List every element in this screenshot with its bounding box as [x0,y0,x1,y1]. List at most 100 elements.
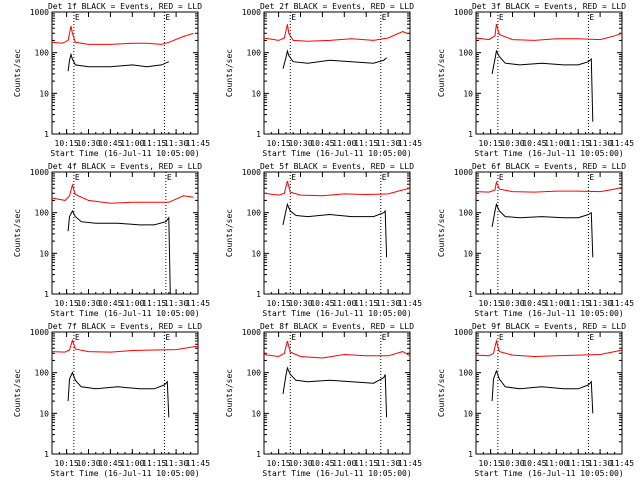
x-tick-label: 10:45 [522,139,546,148]
x-tick-label: 10:45 [98,459,122,468]
y-axis-label: Counts/sec [225,49,234,97]
x-axis-label: Start Time (16-Jul-11 10:05:00) [262,149,411,158]
x-tick-label: 11:45 [610,139,634,148]
series-line-lld [475,339,623,358]
x-tick-label: 11:15 [566,459,590,468]
x-tick-label: 11:30 [164,139,188,148]
event-marker-label: E [291,333,296,342]
x-tick-label: 10:30 [76,299,100,308]
event-marker-label: E [499,333,504,342]
x-tick-label: 10:30 [288,139,312,148]
series-line-events [491,369,594,414]
x-tick-label: 10:30 [76,139,100,148]
series-line-lld [51,338,199,353]
detector-panel-8: Det 8f BLACK = Events, RED = LLD 1 10 100 10… [225,322,422,478]
panel-title: Det 1f BLACK = Events, RED = LLD [48,2,202,11]
x-tick-label: 10:45 [310,299,334,308]
x-tick-label: 11:15 [354,299,378,308]
panel-title: Det 7f BLACK = Events, RED = LLD [48,322,202,331]
y-tick-label: 1 [44,130,49,139]
event-marker-label: E [291,173,296,182]
detector-panel-4: Det 4f BLACK = Events, RED = LLD 1 10 100 10… [13,162,210,318]
x-tick-label: 11:30 [588,139,612,148]
y-tick-label: 100 [459,369,474,378]
plot-frame [263,171,411,295]
series-line-events [67,371,170,418]
panel-title: Det 4f BLACK = Events, RED = LLD [48,162,202,171]
y-tick-label: 1 [468,450,473,459]
detector-panel-6: Det 6f BLACK = Events, RED = LLD 1 10 100 10… [437,162,634,318]
event-marker-label: E [589,13,594,22]
y-tick-label: 10 [39,89,49,98]
series-line-lld [475,24,623,41]
panel-title: Det 6f BLACK = Events, RED = LLD [472,162,626,171]
y-tick-label: 10 [39,409,49,418]
series-line-events [282,49,387,69]
y-tick-label: 100 [247,209,262,218]
panel-title: Det 5f BLACK = Events, RED = LLD [260,162,414,171]
x-tick-label: 10:15 [55,139,79,148]
y-tick-label: 10 [463,249,473,258]
x-tick-label: 10:15 [55,299,79,308]
y-tick-label: 1 [256,290,261,299]
x-axis-label: Start Time (16-Jul-11 10:05:00) [50,149,199,158]
event-marker-label: E [382,333,387,342]
detector-panel-3: Det 3f BLACK = Events, RED = LLD 1 10 100 10… [437,2,634,158]
y-tick-label: 1000 [30,168,49,177]
event-marker-label: E [382,13,387,22]
x-tick-label: 10:15 [267,299,291,308]
panel-title: Det 9f BLACK = Events, RED = LLD [472,322,626,331]
series-line-lld [475,180,623,193]
y-axis-label: Counts/sec [13,209,22,257]
series-line-events [491,49,594,122]
x-tick-label: 10:45 [98,299,122,308]
x-tick-label: 11:00 [544,139,568,148]
series-line-lld [51,183,194,204]
y-axis-label: Counts/sec [225,369,234,417]
y-tick-label: 1 [44,450,49,459]
x-tick-label: 11:45 [610,459,634,468]
detector-panel-7: Det 7f BLACK = Events, RED = LLD 1 10 100 10… [13,322,210,478]
y-tick-label: 1 [468,290,473,299]
x-axis-label: Start Time (16-Jul-11 10:05:00) [262,469,411,478]
event-marker-label: E [499,173,504,182]
x-tick-label: 11:00 [332,459,356,468]
detector-panel-5: Det 5f BLACK = Events, RED = LLD 1 10 100 10… [225,162,422,318]
x-tick-label: 11:15 [354,459,378,468]
x-tick-label: 11:30 [588,299,612,308]
y-tick-label: 1 [468,130,473,139]
series-line-lld [51,26,194,45]
x-tick-label: 10:30 [500,459,524,468]
event-marker-label: E [75,333,80,342]
x-tick-label: 10:15 [479,139,503,148]
x-tick-label: 10:30 [500,299,524,308]
y-tick-label: 1000 [30,328,49,337]
series-line-events [282,202,388,258]
event-marker-label: E [165,333,170,342]
y-tick-label: 1 [256,130,261,139]
x-tick-label: 10:30 [288,299,312,308]
x-tick-label: 11:00 [544,459,568,468]
x-tick-label: 11:00 [120,299,144,308]
y-axis-label: Counts/sec [437,209,446,257]
x-tick-label: 11:30 [164,299,188,308]
x-tick-label: 11:15 [142,299,166,308]
event-marker-label: E [291,13,296,22]
x-tick-label: 11:30 [376,299,400,308]
x-tick-label: 11:45 [398,299,422,308]
x-tick-label: 11:00 [332,139,356,148]
panel-title: Det 8f BLACK = Events, RED = LLD [260,322,414,331]
x-tick-label: 11:00 [120,459,144,468]
x-tick-label: 10:15 [267,459,291,468]
x-tick-label: 11:15 [142,139,166,148]
x-tick-label: 10:30 [76,459,100,468]
x-axis-label: Start Time (16-Jul-11 10:05:00) [50,469,199,478]
y-tick-label: 1 [256,450,261,459]
x-tick-label: 11:00 [544,299,568,308]
y-axis-label: Counts/sec [225,209,234,257]
x-tick-label: 11:45 [186,299,210,308]
x-tick-label: 10:15 [55,459,79,468]
y-tick-label: 100 [247,49,262,58]
x-tick-label: 10:15 [267,139,291,148]
